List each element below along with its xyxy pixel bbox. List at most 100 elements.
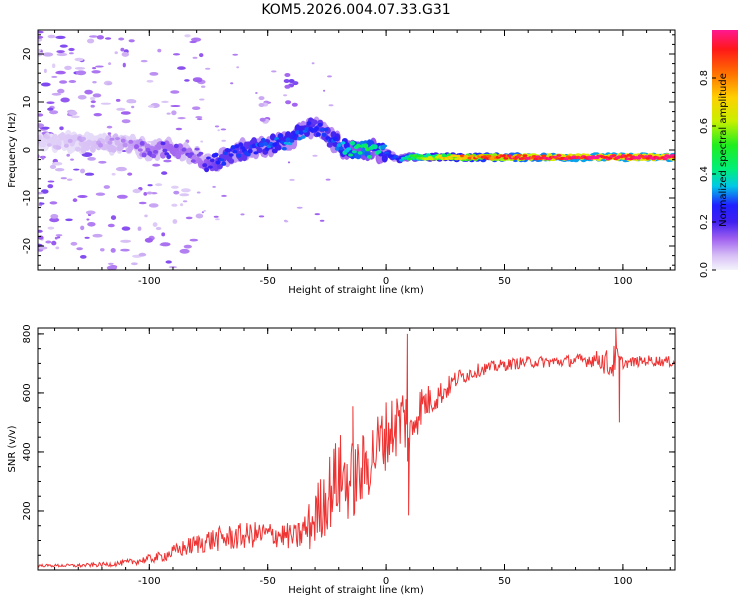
spectrogram-ridge-cell — [306, 121, 312, 126]
spectrogram-noise-cell — [38, 35, 44, 39]
spectrogram-y-tick-label: -20 — [22, 238, 33, 254]
spectrogram-noise-cell — [110, 215, 117, 221]
spectrogram-ridge-cell — [469, 154, 475, 158]
spectrogram-ridge-cell — [234, 144, 240, 149]
spectrogram-ridge-cell — [285, 137, 291, 143]
spectrogram-noise-cell — [51, 75, 58, 78]
spectrogram-noise-cell — [55, 234, 63, 237]
spectrogram-noise-cell — [90, 100, 96, 104]
spectrogram-ridge-cell — [153, 150, 158, 154]
spectrogram-ridge-cell — [63, 143, 69, 148]
spectrogram-feature-cell — [258, 96, 265, 101]
spectrogram-noise-cell — [51, 161, 63, 166]
spectrogram-ridge-cell — [461, 157, 467, 160]
spectrogram-noise-cell — [195, 79, 202, 83]
spectrogram-x-label: Height of straight line (km) — [288, 285, 424, 296]
spectrogram-noise-cell — [87, 38, 95, 44]
spectrogram-noise-cell — [84, 236, 90, 239]
spectrogram-noise-cell — [195, 213, 204, 219]
spectrogram-noise-cell — [287, 161, 291, 164]
spectrogram-ridge-cell — [416, 156, 422, 160]
snr-series-line — [38, 328, 675, 569]
spectrogram-noise-cell — [39, 202, 45, 205]
spectrogram-feature-cell — [283, 79, 290, 83]
spectrogram-noise-cell — [65, 218, 73, 222]
spectrogram-ridge-cell — [230, 145, 236, 150]
spectrogram-ridge-cell — [291, 135, 297, 139]
spectrogram-ridge-cell — [56, 145, 62, 150]
spectrogram-ridge-cell — [188, 152, 194, 156]
spectrogram-noise-cell — [236, 66, 240, 69]
spectrogram-ridge-cell — [198, 151, 204, 155]
spectrogram-noise-cell — [120, 248, 130, 252]
spectrogram-noise-cell — [38, 113, 44, 117]
spectrogram-noise-cell — [212, 185, 216, 188]
spectrogram-noise-cell — [68, 47, 75, 52]
spectrogram-noise-cell — [183, 244, 192, 249]
spectrogram-ridge-cell — [626, 153, 632, 157]
spectrogram-noise-cell — [132, 188, 141, 194]
colorbar-tick-label: 0.8 — [699, 70, 710, 86]
spectrogram-noise-cell — [184, 34, 191, 38]
snr-frame — [37, 327, 676, 571]
spectrogram-noise-cell — [121, 51, 129, 57]
spectrogram-noise-cell — [172, 219, 178, 224]
spectrogram-ridge-cell — [287, 142, 293, 146]
spectrogram-ridge-cell — [319, 128, 325, 132]
spectrogram-ridge-cell — [213, 152, 219, 157]
spectrogram-noise-cell — [77, 95, 87, 100]
spectrogram-ridge-cell — [516, 154, 522, 157]
spectrogram-noise-cell — [147, 184, 153, 187]
spectrogram-ridge-cell — [376, 150, 382, 154]
spectrogram-noise-cell — [106, 82, 113, 85]
spectrogram-noise-cell — [160, 242, 171, 247]
spectrogram-noise-cell — [59, 80, 68, 84]
spectrogram-ridge-cell — [74, 146, 81, 152]
spectrogram-noise-cell — [116, 107, 126, 111]
spectrogram-noise-cell — [121, 119, 131, 124]
spectrogram-noise-cell — [111, 172, 116, 176]
spectrogram-noise-cell — [189, 238, 199, 242]
spectrogram-ridge-cell — [340, 141, 346, 145]
spectrogram-noise-cell — [171, 203, 178, 207]
spectrogram-ridge-cell — [207, 165, 213, 169]
spectrogram-noise-cell — [163, 159, 172, 163]
spectrogram-ridge-cell — [67, 138, 73, 143]
spectrogram-noise-cell — [184, 79, 190, 82]
spectrogram-noise-cell — [55, 35, 66, 40]
spectrogram-ridge-cell — [564, 157, 569, 161]
spectrogram-noise-cell — [161, 100, 169, 103]
colorbar-tick-label: 0.2 — [699, 214, 710, 230]
spectrogram-x-tick-label: 0 — [383, 276, 389, 287]
spectrogram-ridge-cell — [350, 140, 355, 146]
spectrogram-feature-cell — [259, 117, 266, 122]
colorbar-label: Normalized spectral amplitude — [718, 73, 729, 227]
spectrogram-noise-cell — [60, 177, 67, 180]
spectrogram-noise-cell — [196, 191, 201, 194]
spectrogram-ridge-cell — [346, 147, 352, 151]
snr-x-tick-label: 100 — [613, 576, 632, 587]
spectrogram-ridge-cell — [137, 148, 143, 152]
spectrogram-noise-cell — [74, 57, 84, 62]
spectrogram-noise-cell — [38, 246, 48, 250]
spectrogram-noise-cell — [66, 153, 70, 157]
spectrogram-noise-cell — [127, 172, 133, 176]
spectrogram-feature-cell — [285, 100, 292, 105]
spectrogram-noise-cell — [131, 262, 138, 266]
spectrogram-ridge-cell — [456, 154, 462, 158]
colorbar-gradient — [712, 30, 738, 270]
spectrogram-noise-cell — [271, 70, 277, 73]
spectrogram-ridge-cell — [160, 141, 166, 146]
spectrogram-noise-cell — [232, 53, 239, 56]
spectrogram-noise-cell — [105, 37, 112, 40]
spectrogram-feature-cell — [291, 102, 298, 107]
spectrogram-ridge-cell — [162, 148, 168, 153]
spectrogram-noise-cell — [51, 92, 62, 96]
spectrogram-noise-cell — [92, 81, 97, 84]
spectrogram-ridge-cell — [672, 155, 675, 159]
spectrogram-noise-cell — [56, 50, 65, 54]
spectrogram-ridge-cell — [467, 156, 473, 160]
spectrogram-ridge-cell — [533, 157, 539, 161]
spectrogram-noise-cell — [114, 51, 118, 55]
